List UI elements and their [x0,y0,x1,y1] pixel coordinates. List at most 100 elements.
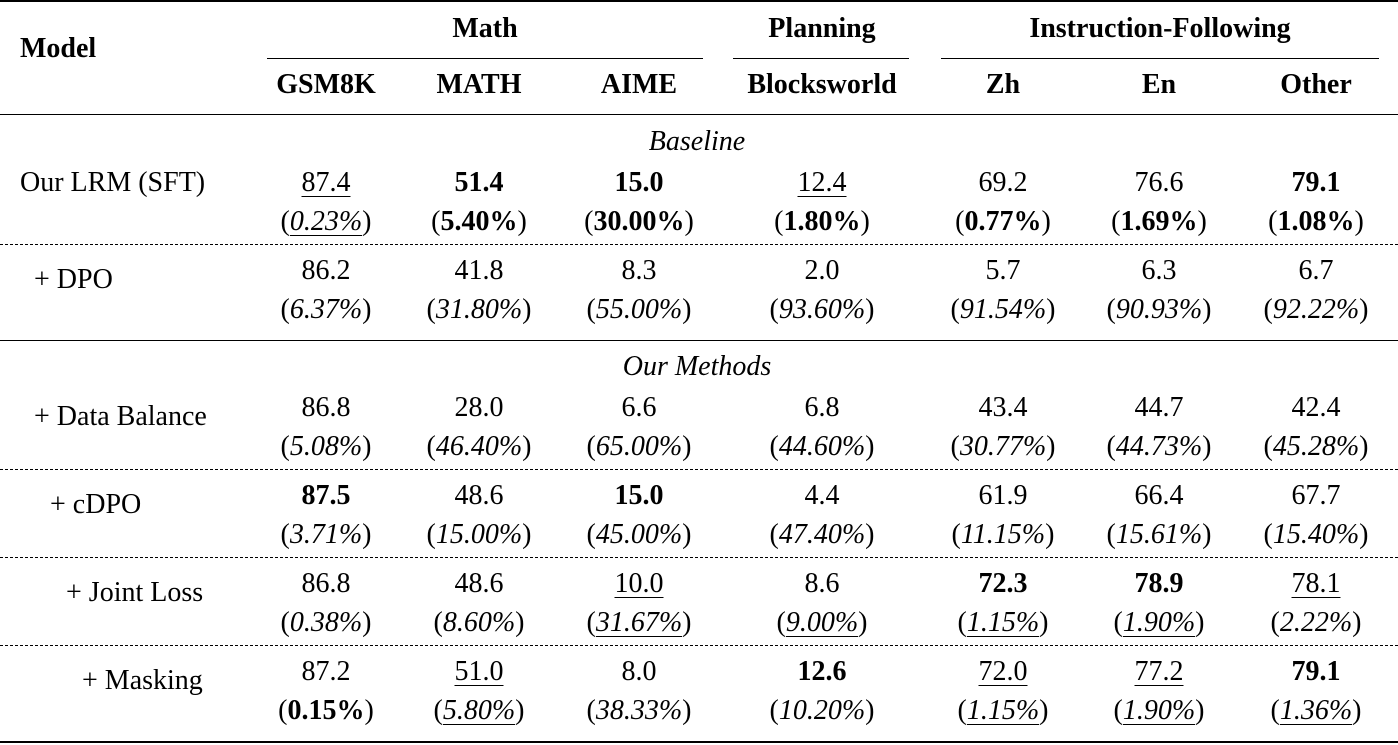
percent-value: 10.20% [778,695,866,726]
percent-value: 91.54% [959,294,1047,325]
percent-cell: (9.00%) [776,607,868,638]
score-value: 5.7 [985,255,1021,286]
score-value: 4.4 [804,480,840,511]
percent-value: 31.67% [595,607,683,638]
percent-value: 9.00% [785,607,859,638]
percent-value: 2.22% [1279,607,1353,638]
score-cell: 28.0 [455,392,504,424]
score-value: 12.6 [797,656,847,687]
score-cell: 77.2 [1135,656,1184,688]
percent-cell: (6.37%) [280,294,372,325]
score-cell: 86.2 [302,255,351,287]
percent-cell: (44.60%) [769,431,875,462]
row-model-label: + Joint Loss [66,577,204,608]
score-cell: 86.8 [302,568,351,600]
section-rule [0,340,1398,341]
score-cell: 42.4 [1292,392,1341,424]
percent-value: 0.77% [964,206,1042,237]
score-value: 51.0 [454,656,504,687]
percent-value: 1.90% [1122,695,1196,726]
percent-cell: (1.80%) [774,206,870,237]
group-instruction-following: Instruction-Following [1029,13,1291,44]
score-value: 51.4 [454,167,504,198]
score-value: 6.3 [1141,255,1177,286]
percent-value: 8.60% [442,607,516,638]
percent-cell: (90.93%) [1106,294,1212,325]
score-cell: 10.0 [615,568,664,600]
percent-value: 93.60% [778,294,866,325]
score-cell: 87.2 [302,656,351,688]
score-value: 6.8 [804,392,840,423]
percent-cell: (65.00%) [586,431,692,462]
score-value: 28.0 [454,392,504,423]
score-value: 86.8 [301,392,351,423]
model-header: Model [20,33,97,64]
percent-cell: (46.40%) [426,431,532,462]
group-math: Math [452,13,518,44]
score-value: 42.4 [1291,392,1341,423]
percent-value: 1.15% [966,695,1040,726]
percent-cell: (45.28%) [1263,431,1369,462]
percent-value: 11.15% [960,519,1046,550]
score-cell: 8.6 [805,568,840,600]
percent-value: 1.08% [1277,206,1355,237]
percent-value: 3.71% [289,519,363,550]
row-model-label: + DPO [34,264,113,295]
score-value: 43.4 [978,392,1028,423]
score-cell: 61.9 [979,480,1028,512]
percent-value: 38.33% [595,695,683,726]
percent-value: 0.38% [289,607,363,638]
score-value: 76.6 [1134,167,1184,198]
score-value: 79.1 [1291,167,1341,198]
percent-value: 31.80% [435,294,523,325]
score-value: 6.6 [621,392,657,423]
row-separator [0,557,1398,558]
row-separator [0,469,1398,470]
score-cell: 78.1 [1292,568,1341,600]
score-cell: 66.4 [1135,480,1184,512]
percent-value: 47.40% [778,519,866,550]
percent-value: 90.93% [1115,294,1203,325]
percent-cell: (31.80%) [426,294,532,325]
score-cell: 44.7 [1135,392,1184,424]
score-value: 15.0 [614,480,664,511]
score-value: 12.4 [797,167,847,198]
percent-value: 6.37% [289,294,363,325]
percent-value: 46.40% [435,431,523,462]
planning-cmidrule [733,58,909,59]
percent-value: 45.28% [1272,431,1360,462]
score-cell: 72.3 [979,568,1028,600]
score-value: 77.2 [1134,656,1184,687]
section-baseline: Baseline [648,126,746,157]
score-cell: 79.1 [1292,167,1341,199]
percent-cell: (91.54%) [950,294,1056,325]
percent-value: 55.00% [595,294,683,325]
score-value: 87.4 [301,167,351,198]
percent-cell: (93.60%) [769,294,875,325]
math-cmidrule [267,58,703,59]
score-cell: 87.4 [302,167,351,199]
score-value: 69.2 [978,167,1028,198]
row-model-label: + Masking [82,665,203,696]
percent-value: 44.73% [1115,431,1203,462]
score-cell: 6.8 [805,392,840,424]
row-model-label: + cDPO [50,489,142,520]
percent-cell: (44.73%) [1106,431,1212,462]
score-value: 48.6 [454,568,504,599]
percent-value: 45.00% [595,519,683,550]
score-cell: 8.0 [622,656,657,688]
percent-cell: (0.77%) [955,206,1051,237]
percent-cell: (1.15%) [957,695,1049,726]
percent-value: 1.90% [1122,607,1196,638]
row-separator [0,645,1398,646]
score-cell: 12.4 [798,167,847,199]
percent-cell: (30.77%) [950,431,1056,462]
column-header: GSM8K [276,69,376,100]
percent-cell: (38.33%) [586,695,692,726]
score-cell: 5.7 [986,255,1021,287]
top-rule [0,0,1398,2]
column-header: AIME [600,69,678,100]
score-cell: 76.6 [1135,167,1184,199]
score-cell: 15.0 [615,480,664,512]
percent-value: 92.22% [1272,294,1360,325]
